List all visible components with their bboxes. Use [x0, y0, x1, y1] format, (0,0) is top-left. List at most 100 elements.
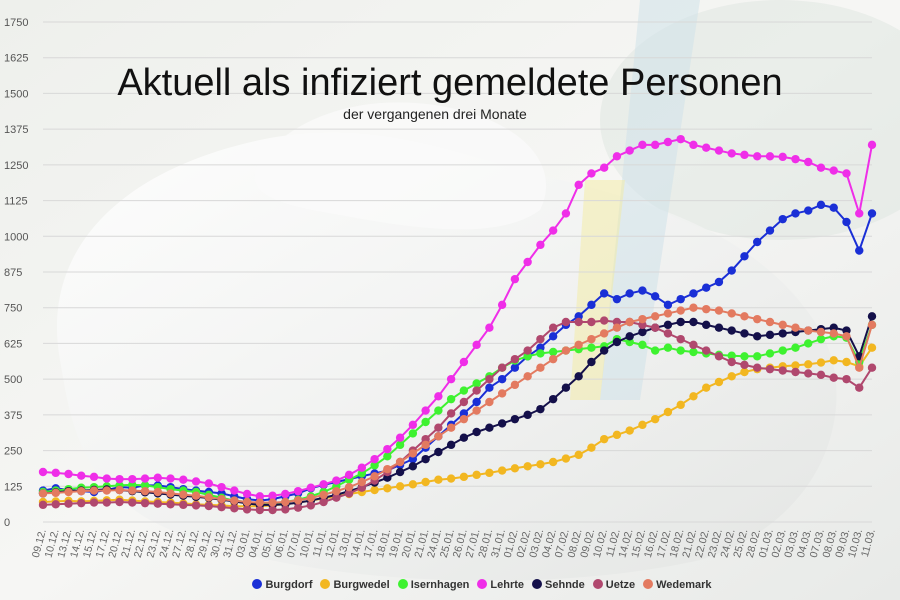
data-point — [230, 504, 239, 513]
data-point — [625, 332, 634, 341]
data-point — [357, 477, 367, 487]
data-point — [89, 498, 99, 507]
data-point — [319, 490, 328, 500]
data-point — [753, 237, 762, 247]
data-point — [650, 414, 660, 424]
data-point — [217, 494, 226, 504]
data-point — [714, 306, 724, 315]
data-point — [689, 347, 698, 357]
data-point — [281, 489, 290, 499]
data-point — [472, 340, 481, 350]
series-line — [42, 306, 873, 504]
legend-marker-icon — [643, 579, 654, 589]
data-point — [485, 374, 494, 384]
data-point — [842, 374, 851, 384]
data-point — [472, 386, 481, 395]
data-point — [702, 304, 711, 314]
data-point — [523, 410, 532, 420]
data-point — [344, 470, 354, 480]
data-point — [765, 330, 775, 340]
data-point — [548, 226, 558, 235]
data-point — [383, 452, 392, 461]
data-point — [395, 467, 405, 477]
y-tick-label: 250 — [4, 446, 22, 458]
y-tick-label: 625 — [4, 338, 22, 350]
data-point — [663, 329, 673, 338]
data-point — [599, 163, 609, 172]
data-point — [829, 203, 838, 212]
data-point — [230, 496, 239, 505]
legend-item[interactable]: Uetze — [592, 579, 635, 591]
data-point — [689, 140, 698, 150]
data-point — [561, 317, 571, 327]
y-tick-label: 500 — [4, 374, 22, 386]
data-point — [816, 370, 826, 380]
y-tick-label: 125 — [4, 481, 22, 493]
data-point — [370, 461, 379, 470]
data-point — [574, 372, 583, 381]
legend-item[interactable]: Burgdorf — [252, 579, 312, 591]
data-point — [791, 154, 800, 164]
legend-marker-icon — [592, 579, 603, 589]
data-point — [587, 443, 596, 452]
data-point — [702, 383, 711, 392]
series-isernhagen — [38, 320, 877, 508]
legend-item[interactable]: Isernhagen — [397, 579, 469, 591]
chart-title: Aktuell als infiziert gemeldete Personen — [117, 62, 783, 104]
legend-item[interactable]: Sehnde — [532, 579, 585, 591]
data-point — [191, 491, 201, 500]
data-point — [561, 346, 571, 355]
series-sehnde — [38, 312, 877, 510]
data-point — [179, 500, 188, 510]
data-point — [472, 379, 481, 388]
data-point — [408, 420, 418, 430]
data-point — [497, 419, 507, 428]
data-point — [676, 334, 685, 344]
data-point — [115, 497, 124, 507]
data-point — [650, 292, 660, 301]
data-point — [64, 469, 73, 479]
data-point — [829, 356, 838, 365]
legend-label: Burgdorf — [265, 579, 313, 591]
data-point — [281, 505, 290, 514]
y-tick-label: 1500 — [4, 88, 28, 100]
data-point — [38, 467, 48, 477]
data-point — [77, 471, 86, 480]
data-point — [446, 394, 456, 404]
data-point — [77, 498, 86, 508]
data-point — [714, 146, 724, 155]
data-point — [268, 505, 277, 515]
data-point — [753, 352, 762, 361]
data-point — [842, 332, 851, 341]
data-point — [867, 343, 877, 352]
legend-item[interactable]: Burgwedel — [320, 579, 390, 591]
legend-item[interactable]: Lehrte — [477, 579, 524, 591]
data-point — [446, 440, 456, 450]
data-point — [702, 320, 711, 330]
data-point — [676, 317, 685, 327]
data-point — [663, 343, 673, 352]
data-point — [740, 252, 749, 261]
data-point — [255, 492, 265, 501]
data-point — [663, 309, 673, 318]
data-point — [599, 346, 609, 355]
data-point — [395, 440, 405, 450]
data-point — [204, 493, 213, 502]
data-point — [842, 169, 851, 178]
data-point — [268, 491, 277, 500]
data-point — [753, 152, 762, 161]
legend-item[interactable]: Wedemark — [643, 579, 712, 591]
data-point — [128, 486, 137, 495]
series-line — [42, 203, 873, 502]
data-point — [472, 397, 481, 407]
data-point — [676, 346, 685, 355]
y-tick-label: 1375 — [4, 124, 28, 136]
data-point — [421, 440, 430, 450]
data-point — [370, 472, 379, 481]
data-point — [140, 498, 150, 508]
data-point — [714, 377, 724, 387]
data-point — [166, 500, 175, 509]
data-point — [510, 354, 520, 364]
data-point — [89, 486, 99, 495]
